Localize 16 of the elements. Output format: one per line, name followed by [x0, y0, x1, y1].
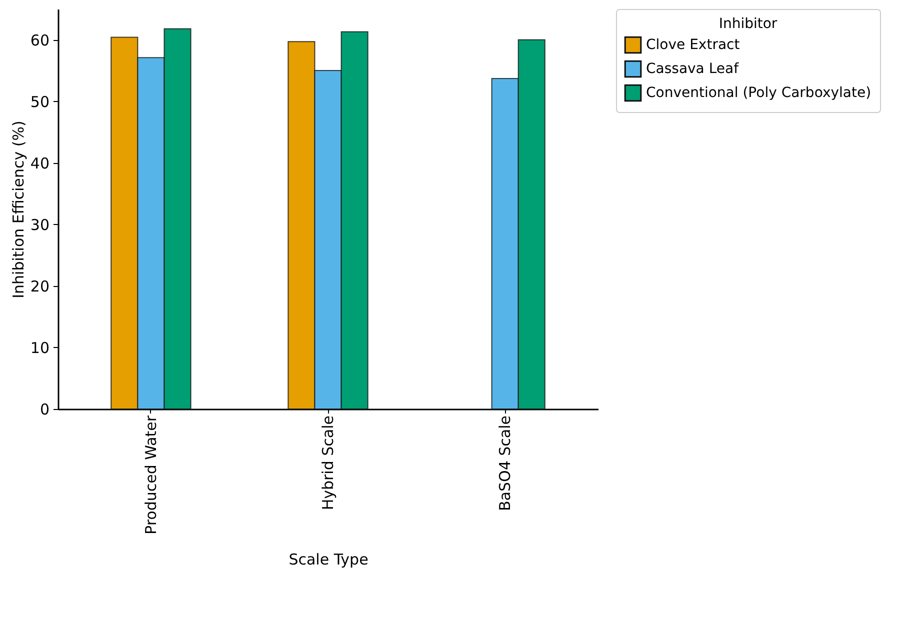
legend-label: Cassava Leaf: [646, 61, 740, 77]
y-tick-label: 0: [40, 400, 50, 418]
x-tick-label: BaSO4 Scale: [496, 416, 514, 511]
y-tick-label: 30: [30, 216, 50, 234]
y-tick-label: 20: [30, 277, 50, 296]
y-tick-label: 40: [30, 154, 50, 172]
x-tick-label: Hybrid Scale: [319, 416, 337, 510]
legend-label: Conventional (Poly Carboxylate): [646, 85, 872, 101]
legend-label: Clove Extract: [646, 37, 740, 53]
y-tick-label: 50: [30, 92, 50, 111]
x-axis-title: Scale Type: [288, 550, 368, 568]
y-axis-title: Inhibition Efficiency (%): [9, 120, 28, 298]
x-tick-label: Produced Water: [142, 414, 160, 534]
y-tick-label: 60: [30, 31, 50, 50]
y-tick-label: 10: [30, 338, 50, 357]
legend-title: Inhibitor: [718, 16, 778, 32]
